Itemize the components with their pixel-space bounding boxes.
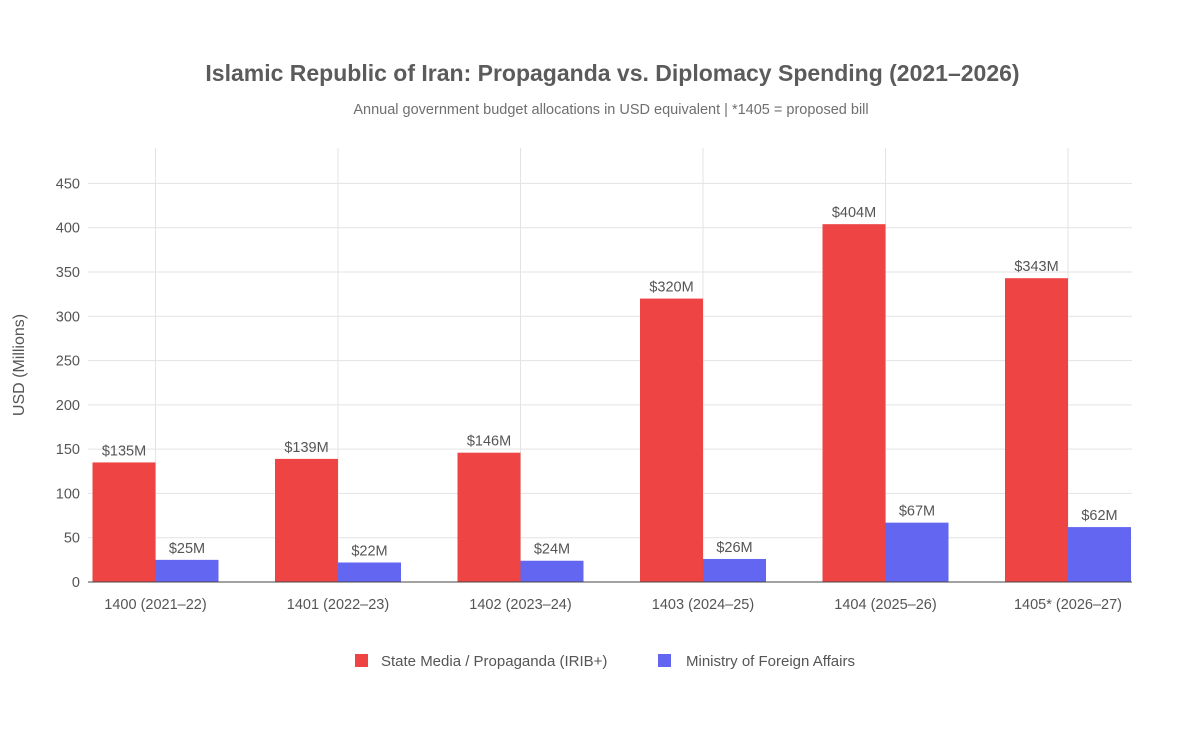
data-label: $25M (169, 541, 205, 557)
bar (1005, 278, 1068, 582)
x-tick-label: 1405* (2026–27) (1014, 597, 1122, 613)
chart-subtitle: Annual government budget allocations in … (353, 102, 869, 118)
legend-swatch (658, 654, 671, 667)
legend-label: State Media / Propaganda (IRIB+) (381, 653, 607, 670)
y-tick-label: 0 (72, 575, 80, 591)
data-label: $67M (899, 504, 935, 520)
x-tick-label: 1404 (2025–26) (834, 597, 936, 613)
bar (338, 562, 401, 582)
bar (457, 452, 521, 582)
bar (520, 560, 584, 582)
y-tick-label: 450 (56, 176, 80, 192)
y-tick-label: 300 (56, 309, 80, 325)
bar (640, 298, 703, 582)
data-label: $320M (649, 280, 693, 296)
x-tick-label: 1403 (2024–25) (652, 597, 754, 613)
bar (275, 458, 338, 582)
data-label: $146M (467, 434, 511, 450)
y-tick-label: 400 (56, 221, 80, 237)
y-tick-label: 250 (56, 354, 80, 370)
x-tick-label: 1401 (2022–23) (287, 597, 389, 613)
data-label: $26M (716, 540, 752, 556)
data-label: $135M (102, 443, 146, 459)
bar (155, 559, 219, 582)
chart-title: Islamic Republic of Iran: Propaganda vs.… (205, 60, 1020, 86)
bar (703, 558, 766, 582)
data-label: $24M (534, 542, 570, 558)
bar (1068, 527, 1131, 582)
y-axis-title: USD (Millions) (11, 314, 28, 416)
data-label: $343M (1014, 259, 1058, 275)
data-label: $139M (284, 440, 328, 456)
y-tick-label: 50 (64, 531, 80, 547)
data-label: $62M (1081, 508, 1117, 524)
legend-label: Ministry of Foreign Affairs (686, 653, 855, 670)
y-tick-label: 350 (56, 265, 80, 281)
x-tick-label: 1400 (2021–22) (104, 597, 206, 613)
legend-swatch (355, 654, 368, 667)
bar (822, 224, 886, 582)
x-tick-label: 1402 (2023–24) (469, 597, 571, 613)
y-tick-label: 150 (56, 442, 80, 458)
data-label: $404M (832, 205, 876, 221)
y-tick-label: 200 (56, 398, 80, 414)
data-label: $22M (351, 544, 387, 560)
bar (885, 522, 949, 582)
y-tick-label: 100 (56, 486, 80, 502)
bar (92, 462, 156, 582)
